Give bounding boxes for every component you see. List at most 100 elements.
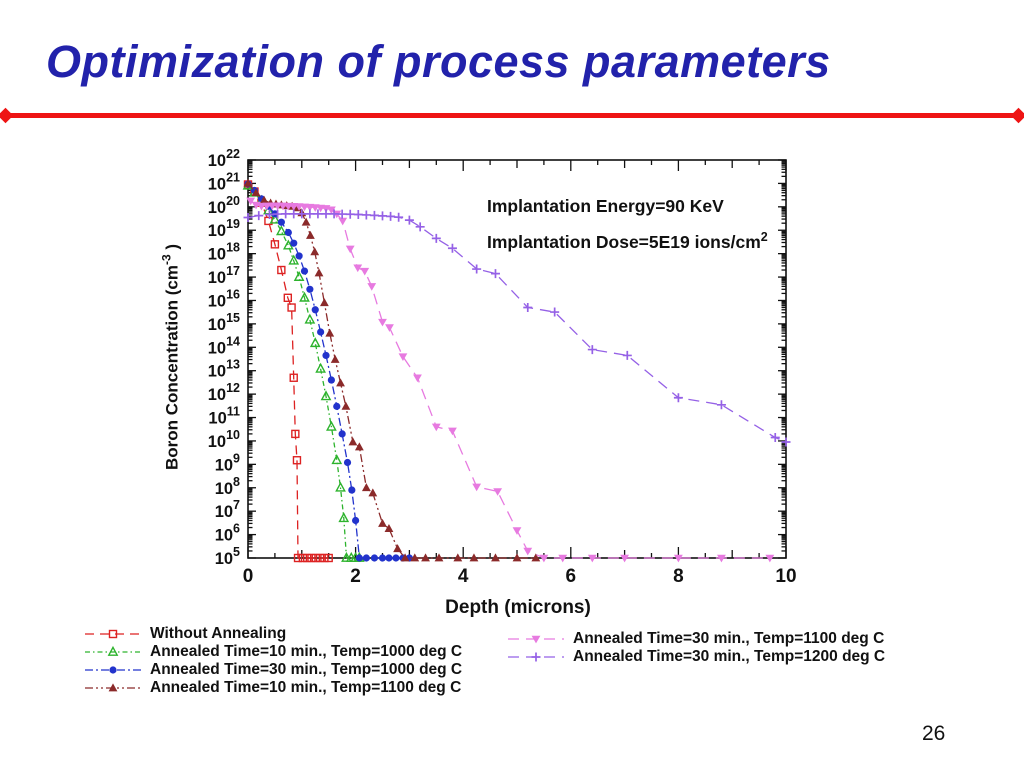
y-tick-label: 1013 — [208, 358, 240, 381]
page-title: Optimization of process parameters — [46, 36, 831, 87]
annotation-energy-text: Implantation Energy=90 KeV — [487, 195, 724, 216]
y-tick-label: 108 — [215, 475, 240, 498]
series-marker-triangle-up — [469, 553, 479, 562]
series-marker-circle — [290, 239, 298, 247]
series-2 — [244, 180, 413, 562]
chart-legend-right: Annealed Time=30 min., Temp=1100 deg C An… — [507, 630, 885, 666]
legend-item: Annealed Time=30 min., Temp=1100 deg C — [507, 630, 885, 648]
series-marker-plus — [297, 209, 307, 219]
series-marker-triangle-down — [539, 554, 549, 563]
series-marker-circle — [311, 306, 319, 314]
series-marker-triangle-open — [107, 645, 119, 656]
series-marker-circle — [284, 228, 292, 237]
series-marker-triangle-up — [378, 518, 387, 527]
series-marker-triangle-up — [341, 401, 351, 410]
series-marker-plus — [404, 215, 414, 225]
series-marker-triangle-up — [348, 437, 358, 446]
series-marker-triangle-open — [293, 270, 305, 281]
series-marker-circle — [370, 554, 379, 562]
series-marker-plus — [523, 303, 533, 313]
y-tick-label: 1010 — [208, 428, 240, 451]
series-marker-triangle-open — [304, 313, 316, 324]
y-tick-label: 1019 — [208, 217, 240, 240]
axis-ticks — [247, 159, 787, 559]
legend-key-triangle-open-icon — [85, 645, 141, 656]
annotation-dose-text: Implantation Dose=5E19 ions/cm — [487, 231, 761, 252]
x-tick-label: 2 — [350, 566, 361, 587]
series-marker-plus — [622, 350, 632, 360]
series-marker-triangle-down — [472, 483, 482, 492]
divider-right-diamond-icon — [1010, 107, 1024, 124]
series-2-line — [247, 183, 410, 559]
series-marker-triangle-down — [587, 554, 597, 563]
series-marker-square-open — [324, 553, 333, 563]
legend-item: Annealed Time=10 min., Temp=1000 deg C — [84, 643, 462, 661]
series-0-line — [247, 184, 329, 559]
y-tick-label: 109 — [215, 451, 240, 474]
series-marker-triangle-open — [282, 239, 294, 250]
series-marker-plus — [431, 233, 441, 243]
series-4 — [246, 197, 775, 563]
series-marker-triangle-up — [368, 488, 378, 497]
x-tick-label: 4 — [458, 566, 469, 587]
series-marker-circle — [385, 554, 393, 562]
series-marker-triangle-up — [400, 553, 410, 562]
series-marker-circle — [327, 376, 335, 384]
series-marker-square-open — [283, 293, 293, 303]
series-marker-triangle-up — [421, 553, 430, 562]
y-tick-label: 105 — [215, 545, 240, 568]
series-marker-triangle-up — [251, 188, 261, 197]
series-marker-triangle-up — [108, 683, 118, 692]
series-marker-plus — [394, 212, 404, 222]
series-marker-circle — [362, 554, 370, 562]
series-marker-plus — [254, 211, 264, 221]
series-marker-plus — [587, 345, 597, 355]
series-marker-triangle-up — [491, 553, 500, 562]
series-marker-plus — [490, 269, 500, 279]
legend-key-triangle-up-icon — [85, 683, 141, 692]
y-tick-label: 107 — [215, 498, 240, 521]
legend-key-plus-icon — [508, 652, 564, 662]
series-marker-triangle-up — [336, 378, 345, 387]
series-marker-triangle-open — [275, 225, 287, 236]
series-marker-triangle-up — [314, 268, 324, 277]
series-marker-circle — [343, 458, 352, 467]
series-marker-square-open — [277, 265, 286, 275]
series-marker-triangle-down — [765, 554, 775, 563]
series-marker-plus — [550, 307, 560, 317]
y-tick-label: 1014 — [208, 334, 240, 357]
legend-label: Without Annealing — [150, 625, 287, 642]
series-marker-plus — [716, 400, 726, 410]
series-marker-circle — [392, 554, 400, 562]
series-marker-triangle-down — [431, 423, 441, 432]
y-tick-label: 1018 — [208, 241, 240, 264]
series-marker-plus — [472, 264, 482, 274]
series-marker-plus — [361, 210, 371, 220]
series-marker-plus — [265, 210, 275, 220]
series-marker-triangle-up — [354, 442, 364, 451]
series-marker-triangle-up — [319, 298, 329, 307]
chart-annotation: Implantation Energy=90 KeV Implantation … — [487, 186, 768, 258]
y-tick-label: 1020 — [208, 194, 240, 217]
series-marker-plus — [447, 243, 457, 253]
series-marker-triangle-up — [410, 553, 420, 562]
series-marker-square-open — [298, 553, 308, 563]
series-marker-triangle-down — [338, 217, 348, 226]
profile-chart: 0 2 4 6 8 10 105 106 107 108 109 1010 1011 1012 1013 10… — [208, 147, 797, 587]
series-marker-triangle-open — [326, 420, 337, 431]
y-tick-label: 1016 — [208, 287, 240, 310]
series-marker-triangle-down — [512, 527, 522, 535]
series-marker-triangle-open — [335, 481, 346, 492]
y-axis-title-exponent: -3 — [159, 254, 174, 266]
y-axis-title-text: Boron Concentration (cm — [162, 265, 182, 471]
series-marker-triangle-down — [246, 197, 256, 206]
series-marker-plus — [313, 209, 323, 219]
series-marker-plus — [329, 209, 339, 219]
series-marker-circle — [109, 666, 117, 674]
series-marker-triangle-up — [453, 553, 463, 562]
series-marker-circle — [378, 554, 387, 562]
series-marker-circle — [300, 267, 309, 275]
series-marker-triangle-down — [345, 245, 355, 254]
y-tick-label: 1015 — [208, 311, 240, 334]
y-tick-label: 106 — [215, 522, 240, 545]
